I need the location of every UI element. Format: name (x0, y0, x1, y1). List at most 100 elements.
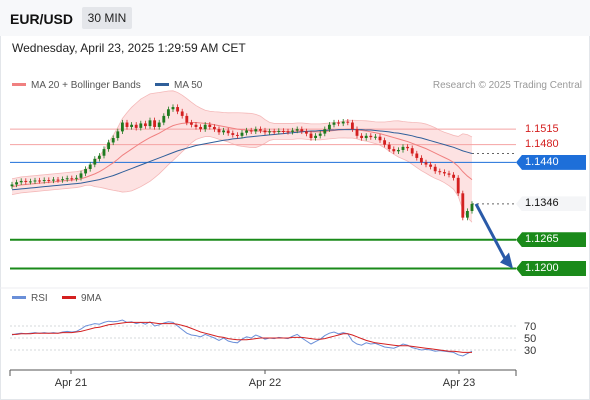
level-tag-1.1200: 1.1200 (516, 261, 586, 277)
candle (10, 184, 14, 187)
candle (208, 124, 212, 127)
candle (373, 136, 377, 138)
legend-bollinger-label: MA 20 + Bollinger Bands (31, 80, 141, 91)
rsi-ma-swatch (62, 295, 76, 299)
candle (148, 120, 152, 127)
legend-ma50: MA 50 (155, 80, 202, 91)
candle (185, 115, 189, 123)
legend-bollinger: MA 20 + Bollinger Bands (12, 80, 141, 91)
candle (350, 122, 354, 130)
candle (222, 130, 226, 133)
candle (369, 135, 373, 138)
candle (84, 168, 88, 174)
candle (97, 155, 101, 159)
candle (42, 180, 46, 182)
candle (314, 135, 318, 139)
candle (203, 124, 207, 130)
candle (134, 124, 138, 128)
candle (61, 179, 65, 181)
candle (38, 180, 42, 182)
forecast-arrow-head (500, 252, 513, 269)
legend-rsi-ma-label: 9MA (81, 293, 102, 304)
candle (465, 211, 469, 218)
candle (387, 144, 391, 150)
candle (111, 138, 115, 143)
candle (24, 180, 28, 182)
candle (378, 136, 382, 141)
rsi-tick-label: 30 (524, 345, 536, 357)
ma20-line (11, 122, 473, 188)
candle (268, 131, 272, 133)
candle (217, 129, 221, 133)
candle (212, 126, 216, 130)
level-tag-1.1346: 1.1346 (516, 196, 586, 212)
candle (130, 124, 134, 127)
candle (19, 180, 23, 183)
candle (74, 177, 78, 179)
candle (410, 148, 414, 154)
candle (438, 171, 442, 173)
candle (56, 179, 60, 181)
bollinger-lower-line (11, 136, 473, 223)
candle (33, 180, 37, 182)
x-tick-label: Apr 23 (443, 377, 475, 389)
level-tag-1.1265: 1.1265 (516, 232, 586, 248)
level-tag-1.1480: 1.1480 (525, 138, 559, 151)
x-tick-label: Apr 22 (249, 377, 281, 389)
candle (93, 158, 97, 165)
candle (456, 177, 460, 194)
bollinger-swatch (12, 82, 26, 86)
candle (51, 179, 55, 181)
candle (176, 107, 180, 112)
candle (240, 132, 244, 136)
candle (300, 129, 304, 132)
candle (304, 131, 308, 134)
candle (249, 130, 253, 132)
candle (442, 172, 446, 174)
candle (318, 133, 322, 136)
candle (401, 146, 405, 150)
candle (47, 180, 51, 182)
candle (341, 121, 345, 124)
candle (88, 164, 92, 169)
candle (309, 133, 313, 139)
candle (383, 140, 387, 145)
ma50-swatch (155, 82, 169, 86)
timeframe-button[interactable]: 30 MIN (82, 7, 132, 29)
candle (452, 174, 456, 178)
candle (415, 153, 419, 158)
candle (166, 109, 170, 116)
candle (429, 164, 433, 167)
x-tick-label: Apr 21 (55, 377, 87, 389)
bollinger-upper-line (11, 90, 473, 180)
rsi-tick-label: 70 (524, 321, 536, 333)
candle (419, 157, 423, 163)
timestamp: Wednesday, April 23, 2025 1:29:59 AM CET (12, 41, 246, 55)
candle (194, 124, 198, 127)
candle (231, 133, 235, 135)
legend-rsi-label: RSI (31, 293, 48, 304)
legend-rsi: RSI (12, 293, 48, 304)
bollinger-band-fill (12, 90, 472, 223)
candle (286, 131, 290, 133)
candle (337, 122, 341, 124)
candle (346, 121, 350, 123)
candle (277, 130, 281, 132)
rsi-ma-line (12, 321, 472, 353)
candle (162, 115, 166, 123)
legend-ma50-label: MA 50 (174, 80, 203, 91)
candle (70, 178, 74, 180)
candle (79, 173, 83, 178)
candle (226, 130, 230, 134)
candle (125, 122, 129, 127)
candle (461, 193, 465, 218)
level-tag-1.1440: 1.1440 (516, 154, 586, 170)
candle (272, 131, 276, 133)
candle (396, 149, 400, 152)
candle (355, 129, 359, 136)
candle (245, 130, 249, 133)
level-tag-1.1515: 1.1515 (525, 122, 559, 135)
candle (327, 124, 331, 130)
